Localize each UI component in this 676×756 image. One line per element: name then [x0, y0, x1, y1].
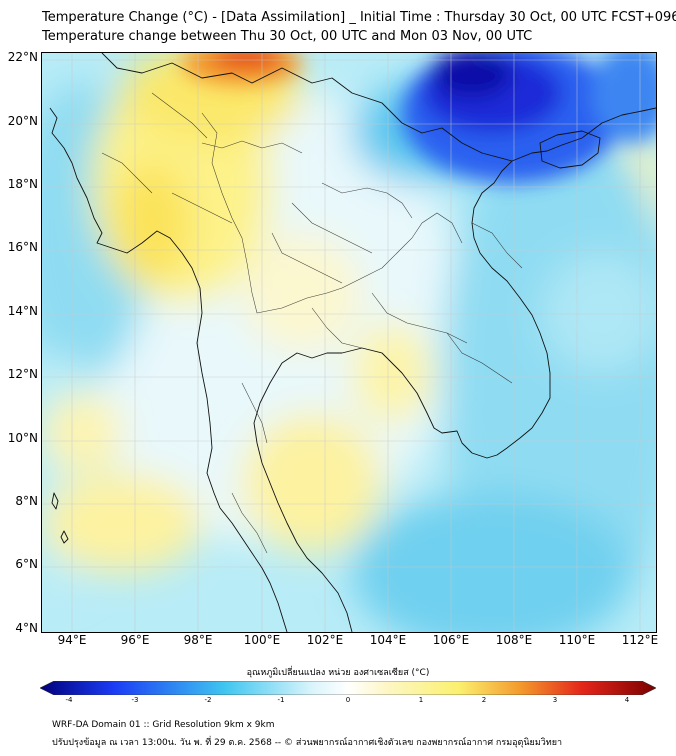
lon-tick-100: 100°E	[243, 633, 281, 647]
lat-tick-16: 16°N	[7, 240, 38, 254]
lat-tick-4: 4°N	[15, 621, 38, 635]
lat-tick-8: 8°N	[15, 494, 38, 508]
colorbar-label-neg1: -1	[277, 696, 285, 704]
coastlines	[49, 53, 656, 632]
colorbar-label-2: 2	[481, 696, 487, 704]
colorbar-title: อุณหภูมิเปลี่ยนแปลง หน่วย องศาเซลเซียส (…	[246, 668, 430, 678]
lat-tick-20: 20°N	[7, 114, 38, 128]
colorbar-label-1: 1	[418, 696, 424, 704]
colorbar-label-neg4: -4	[65, 696, 73, 704]
map-gridlines	[42, 53, 656, 632]
lon-tick-106: 106°E	[432, 633, 470, 647]
colorbar-label-neg2: -2	[204, 696, 212, 704]
lon-tick-98: 98°E	[183, 633, 213, 647]
lon-tick-108: 108°E	[495, 633, 533, 647]
temperature-change-map	[41, 52, 657, 633]
lat-tick-10: 10°N	[7, 431, 38, 445]
colorbar	[39, 680, 657, 696]
lat-tick-14: 14°N	[7, 304, 38, 318]
lon-tick-112: 112°E	[621, 633, 659, 647]
lat-tick-18: 18°N	[7, 177, 38, 191]
province-boundaries	[101, 92, 523, 554]
colorbar-label-0: 0	[345, 696, 351, 704]
lon-tick-96: 96°E	[120, 633, 150, 647]
lat-tick-22: 22°N	[7, 50, 38, 64]
colorbar-gradient	[39, 680, 657, 696]
lon-tick-110: 110°E	[558, 633, 596, 647]
chart-title-line1: Temperature Change (°C) - [Data Assimila…	[42, 10, 676, 25]
lon-tick-104: 104°E	[369, 633, 407, 647]
lon-tick-94: 94°E	[57, 633, 87, 647]
colorbar-label-4: 4	[624, 696, 630, 704]
footer-domain-info: WRF-DA Domain 01 :: Grid Resolution 9km …	[52, 720, 275, 730]
lon-tick-102: 102°E	[306, 633, 344, 647]
chart-title-line2: Temperature change between Thu 30 Oct, 0…	[42, 29, 533, 44]
footer-credit: ปรับปรุงข้อมูล ณ เวลา 13:00น. วัน พ. ที่…	[52, 738, 563, 748]
colorbar-label-neg3: -3	[131, 696, 139, 704]
lat-tick-12: 12°N	[7, 367, 38, 381]
colorbar-label-3: 3	[552, 696, 558, 704]
lat-tick-6: 6°N	[15, 557, 38, 571]
